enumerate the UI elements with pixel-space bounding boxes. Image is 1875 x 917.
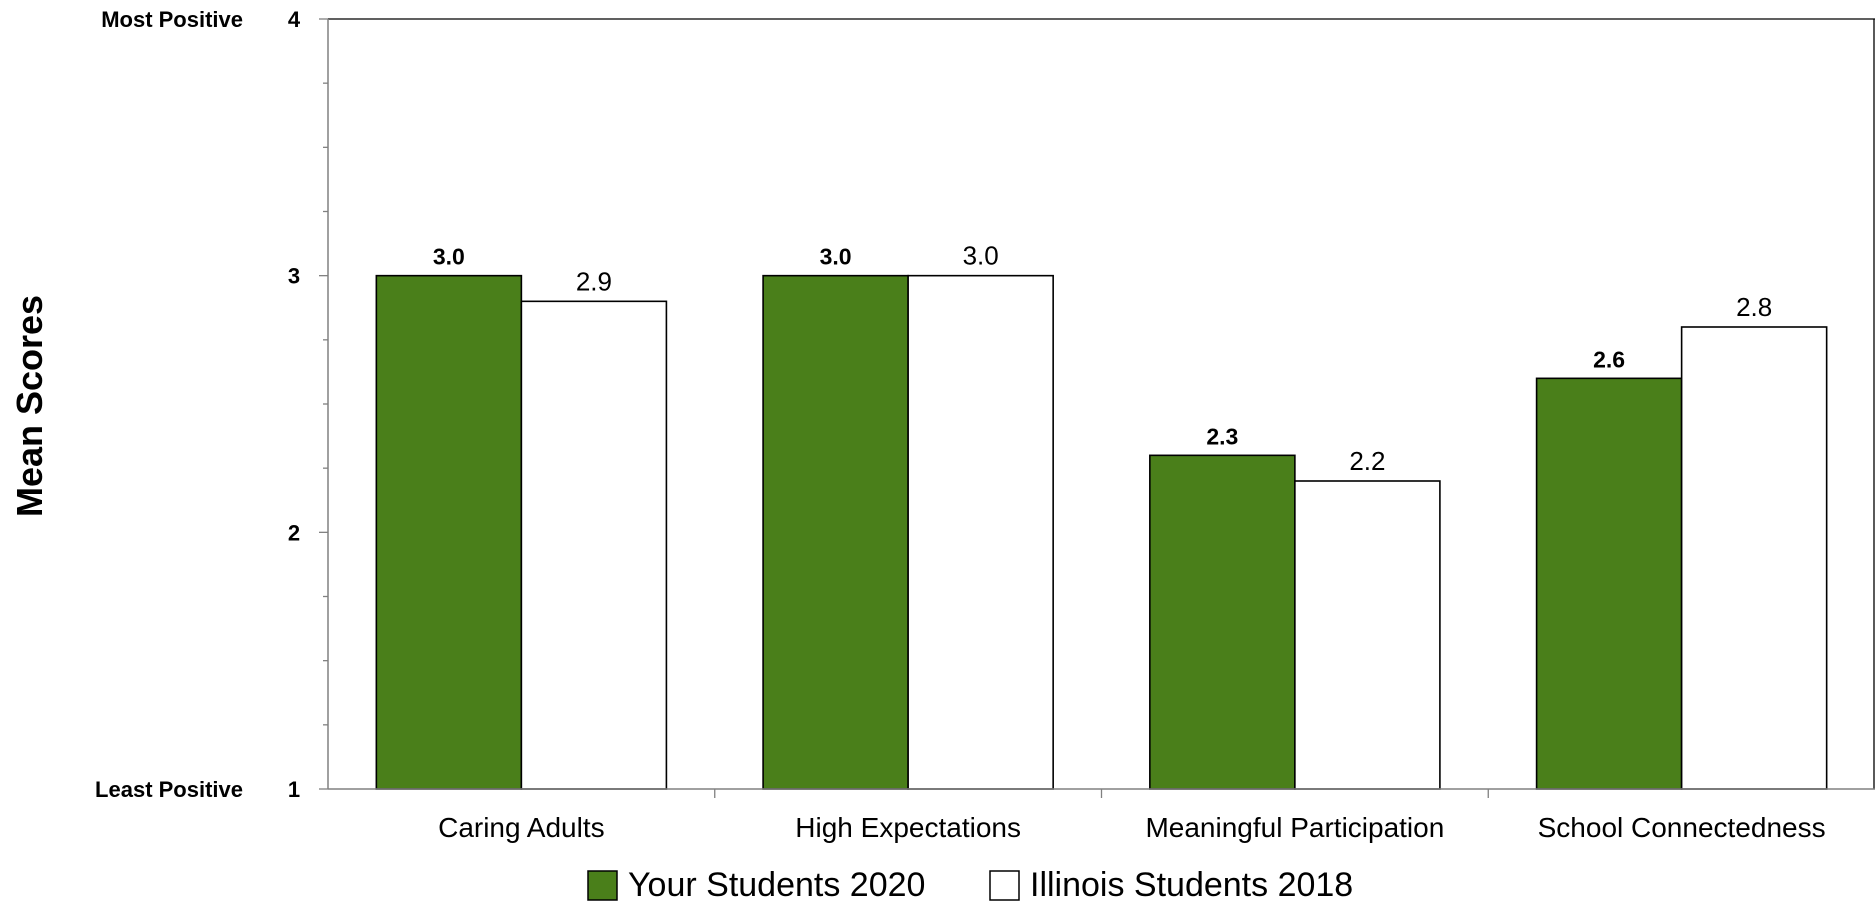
bar bbox=[375, 274, 523, 790]
data-label: 3.0 bbox=[433, 244, 465, 270]
value-labels: 3.0 2.9 3.0 3.0 2.3 2.2 2.6 2.8 bbox=[433, 241, 1772, 476]
plot-frame bbox=[328, 18, 1875, 789]
bars bbox=[375, 274, 1828, 790]
bar bbox=[520, 300, 668, 790]
x-tick-label: High Expectations bbox=[795, 812, 1021, 843]
x-tick-label: Caring Adults bbox=[438, 812, 605, 843]
y-tick-label: 1 bbox=[288, 777, 300, 802]
legend-swatch bbox=[587, 870, 618, 901]
data-label: 3.0 bbox=[963, 241, 999, 271]
data-label: 2.6 bbox=[1593, 346, 1625, 372]
bar bbox=[1149, 454, 1296, 790]
bar bbox=[1535, 377, 1683, 790]
y-ticks: 1 Least Positive 2 3 4 Most Positive bbox=[95, 7, 301, 802]
y-tick-word: Most Positive bbox=[101, 7, 243, 32]
data-label: 3.0 bbox=[820, 244, 852, 270]
x-tick-label: School Connectedness bbox=[1538, 812, 1826, 843]
data-label: 2.3 bbox=[1206, 423, 1238, 449]
bar bbox=[1680, 326, 1828, 790]
y-tick-label: 3 bbox=[288, 264, 300, 289]
y-tick-label: 4 bbox=[288, 7, 301, 32]
y-tick-word: Least Positive bbox=[95, 777, 243, 802]
legend-swatch bbox=[989, 870, 1020, 901]
legend-label: Your Students 2020 bbox=[628, 866, 925, 904]
x-tick-label: Meaningful Participation bbox=[1145, 812, 1444, 843]
legend: Your Students 2020 Illinois Students 2018 bbox=[587, 866, 1353, 904]
data-label: 2.9 bbox=[576, 266, 612, 296]
y-tick-label: 2 bbox=[288, 520, 300, 545]
legend-label: Illinois Students 2018 bbox=[1030, 866, 1353, 904]
y-axis-label: Mean Scores bbox=[9, 295, 50, 517]
x-labels: Caring Adults High Expectations Meaningful… bbox=[438, 812, 1826, 843]
bar bbox=[762, 274, 909, 790]
data-label: 2.8 bbox=[1736, 292, 1772, 322]
axes bbox=[319, 18, 1875, 798]
bar bbox=[1294, 480, 1441, 790]
bar bbox=[907, 274, 1054, 790]
data-label: 2.2 bbox=[1349, 446, 1385, 476]
